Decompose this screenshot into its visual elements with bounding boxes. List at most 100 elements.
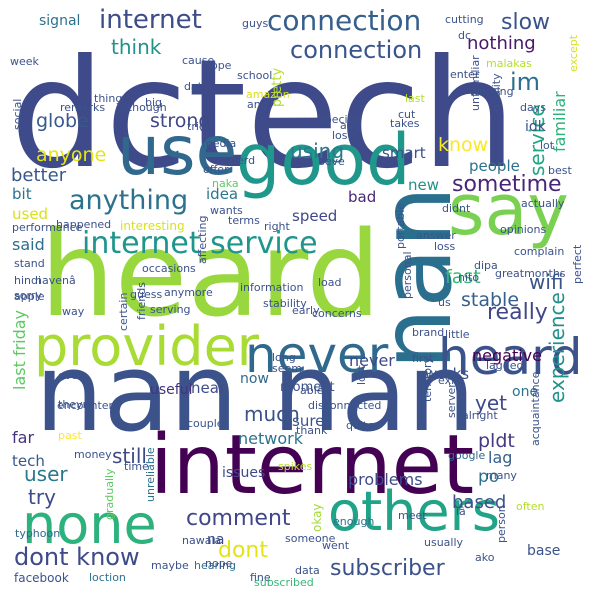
word: comment — [186, 506, 291, 531]
word: bit — [12, 185, 32, 203]
word: hear — [191, 379, 226, 397]
word: base — [527, 543, 561, 559]
word: anyone — [36, 144, 107, 166]
word: still — [112, 444, 147, 468]
word: dat — [184, 80, 203, 93]
word: portable — [394, 202, 407, 249]
word: wants — [210, 204, 243, 217]
word: provider — [34, 315, 259, 378]
word: right — [264, 220, 290, 233]
word: nan nan — [35, 331, 476, 456]
word: school — [237, 69, 273, 82]
word: stable — [461, 289, 520, 311]
word: bad — [348, 188, 377, 206]
word: naka — [212, 177, 239, 190]
word: theyre — [58, 398, 94, 411]
word: usually — [424, 536, 464, 549]
word: early — [292, 304, 320, 317]
word: one — [512, 384, 539, 400]
word: network — [238, 429, 303, 448]
word: loction — [89, 571, 126, 584]
word: acquaintance — [529, 371, 542, 446]
word: happened — [56, 218, 112, 231]
word: cutting — [445, 13, 484, 26]
word: unreliable — [144, 447, 157, 502]
word: social — [11, 98, 24, 130]
word: takes — [390, 117, 420, 130]
word: smart — [382, 144, 426, 162]
word: data — [295, 564, 320, 577]
word: heard — [438, 328, 583, 386]
word: moment — [280, 380, 335, 395]
word: certain — [117, 292, 130, 331]
word: days — [520, 101, 546, 114]
word: anything — [69, 185, 189, 216]
word: lose — [332, 129, 355, 142]
word: internet — [99, 5, 202, 35]
word: lag — [488, 448, 513, 467]
word: media — [202, 137, 237, 150]
word: quite — [346, 419, 375, 432]
word: thank — [296, 424, 328, 437]
word: tech — [12, 452, 45, 470]
word: territory — [421, 356, 434, 402]
word: dont — [218, 538, 268, 563]
word: herd — [230, 154, 256, 167]
word: speed — [292, 207, 338, 225]
word: person — [495, 505, 508, 543]
word: dctech — [10, 28, 517, 202]
word: specific — [319, 113, 361, 126]
word: better — [11, 165, 67, 186]
word: people — [469, 157, 520, 175]
word: spikes — [278, 460, 313, 473]
word: dipa — [474, 259, 498, 272]
word: offer — [203, 163, 229, 176]
word: im — [510, 68, 541, 96]
word: best — [548, 164, 572, 177]
word: stability — [263, 297, 307, 310]
word: nope — [205, 557, 233, 570]
word: yet — [475, 391, 507, 415]
word: performance — [12, 221, 83, 234]
word: affecting — [196, 215, 209, 264]
word: negative — [472, 346, 542, 365]
word: google — [448, 449, 486, 462]
word: except — [567, 34, 580, 72]
word: subscriber — [330, 556, 445, 581]
word: first — [412, 352, 434, 365]
word: past — [58, 429, 82, 442]
word: unfamiliar — [469, 55, 482, 111]
word: ang — [247, 98, 268, 111]
word: sorry — [14, 289, 42, 302]
word: heard — [40, 205, 382, 343]
word: loss — [434, 240, 456, 253]
word: sure — [292, 412, 325, 430]
word: tried — [187, 120, 213, 133]
word: concerns — [312, 307, 362, 320]
word: familiar — [550, 91, 569, 152]
word: havenâ — [35, 274, 76, 287]
word: anymore — [164, 286, 213, 299]
word: po — [478, 467, 500, 487]
word: say — [448, 169, 569, 251]
word: idk — [525, 119, 546, 135]
word: dc — [458, 29, 472, 42]
word: apple — [14, 290, 45, 303]
word: exist — [438, 374, 465, 387]
word: iâ — [456, 505, 466, 518]
word: quality — [490, 73, 503, 111]
word: serving — [150, 303, 191, 316]
word: idea — [206, 185, 239, 203]
word: pretty — [270, 67, 285, 107]
word: gradually — [103, 468, 116, 520]
word: thing — [94, 92, 123, 105]
word: last friday — [10, 309, 29, 390]
word: terms — [228, 214, 260, 227]
word: able — [300, 384, 324, 397]
word: couple — [187, 417, 224, 430]
word: subscribed — [254, 576, 314, 589]
word: even — [58, 369, 86, 382]
word: far — [12, 428, 35, 447]
word: using — [290, 139, 345, 163]
